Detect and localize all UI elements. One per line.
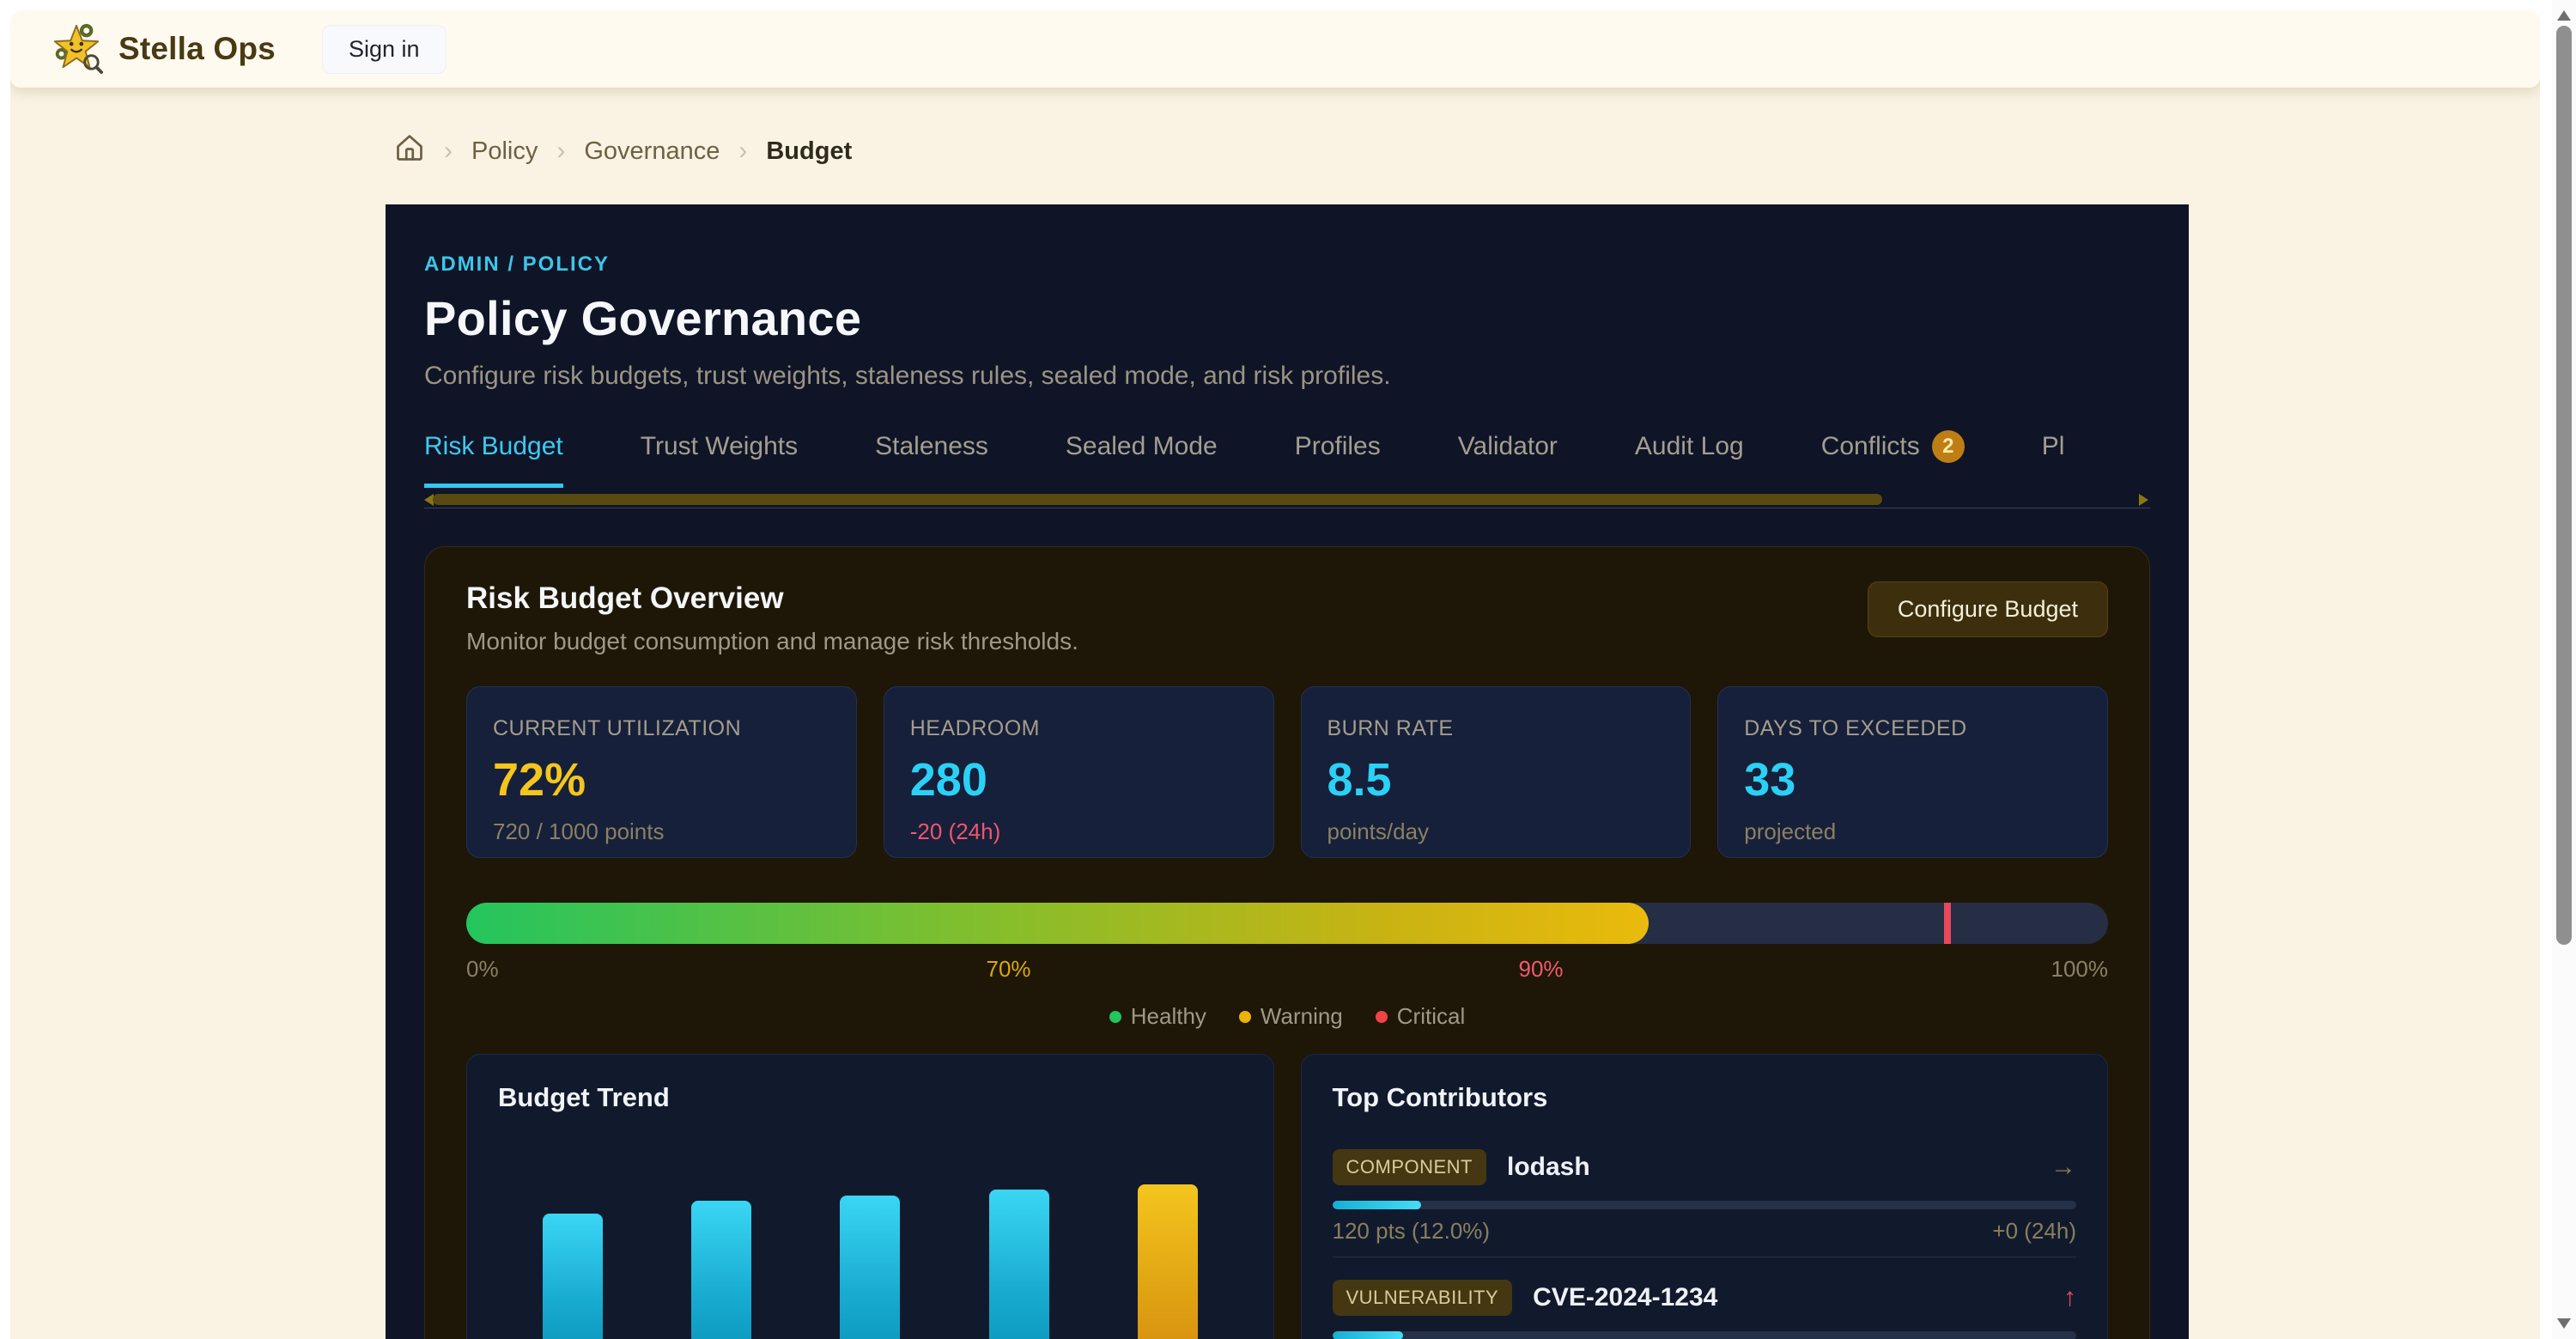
section-eyebrow: ADMIN / POLICY [424, 253, 2150, 277]
contributor-name: CVE-2024-1234 [1533, 1283, 1717, 1312]
tab-profiles[interactable]: Profiles [1295, 430, 1381, 488]
configure-budget-button[interactable]: Configure Budget [1868, 581, 2108, 637]
content-area: › Policy › Governance › Budget ADMIN / P… [10, 132, 2540, 1339]
trend-bar [691, 1201, 751, 1339]
bar-label-90: 90% [1519, 956, 1564, 983]
trend-right-arrow-icon: → [2050, 1153, 2076, 1182]
bar-label-100: 100% [2050, 956, 2108, 983]
healthy-dot-icon [1109, 1011, 1121, 1023]
tab-validator[interactable]: Validator [1458, 430, 1558, 488]
overview-title: Risk Budget Overview [466, 581, 1078, 616]
contributor-bar-fill [1333, 1201, 1422, 1209]
trend-bar [543, 1214, 603, 1339]
chevron-right-icon: › [738, 137, 747, 166]
type-badge: VULNERABILITY [1333, 1280, 1513, 1316]
legend-critical: Critical [1376, 1003, 1465, 1030]
scrollbar-thumb[interactable] [2556, 26, 2572, 945]
top-bar: Stella Ops Sign in [10, 10, 2540, 88]
arrow-up-icon[interactable] [2557, 10, 2571, 21]
legend-warning: Warning [1239, 1003, 1343, 1030]
tab-risk-budget[interactable]: Risk Budget [424, 430, 563, 488]
tabs-horizontal-scrollbar[interactable] [424, 491, 2150, 508]
page-subtitle: Configure risk budgets, trust weights, s… [424, 362, 2150, 391]
budget-trend-chart: 12/1 12/8 12/15 [498, 1158, 1242, 1339]
arrow-down-icon[interactable] [2557, 1318, 2571, 1329]
page-title: Policy Governance [424, 290, 2150, 346]
top-contributors-panel: Top Contributors COMPONENT lodash → [1301, 1054, 2109, 1339]
bar-label-0: 0% [466, 956, 499, 983]
stat-headroom: HEADROOM 280 -20 (24h) [884, 686, 1274, 858]
home-icon[interactable] [394, 132, 425, 170]
chevron-right-icon: › [556, 137, 565, 166]
trend-bar-group: 12/15 [840, 1158, 900, 1339]
sign-in-button[interactable]: Sign in [322, 25, 447, 74]
bar-label-70: 70% [987, 956, 1031, 983]
critical-threshold-marker [1944, 903, 1951, 944]
contributor-row[interactable]: COMPONENT lodash → 120 pts (12.0%) [1333, 1127, 2077, 1257]
stats-row: CURRENT UTILIZATION 72% 720 / 1000 point… [466, 686, 2108, 858]
tab-trust-weights[interactable]: Trust Weights [641, 430, 798, 488]
trend-bar [1138, 1184, 1198, 1339]
trend-up-arrow-icon: ↑ [2063, 1283, 2076, 1312]
budget-trend-panel: Budget Trend 12/1 12/8 [466, 1054, 1274, 1339]
critical-dot-icon [1376, 1011, 1388, 1023]
status-legend: Healthy Warning Critical [466, 1003, 2108, 1030]
tab-sealed-mode[interactable]: Sealed Mode [1066, 430, 1218, 488]
budget-trend-title: Budget Trend [498, 1082, 1242, 1113]
stat-current-utilization: CURRENT UTILIZATION 72% 720 / 1000 point… [466, 686, 857, 858]
policy-governance-panel: ADMIN / POLICY Policy Governance Configu… [386, 204, 2189, 1339]
conflicts-count-badge: 2 [1932, 430, 1965, 463]
overview-header: Risk Budget Overview Monitor budget cons… [466, 581, 2108, 655]
brand[interactable]: Stella Ops [50, 21, 276, 78]
breadcrumb-budget-current: Budget [766, 137, 852, 166]
contributors-list: COMPONENT lodash → 120 pts (12.0%) [1333, 1127, 2077, 1339]
chevron-right-icon: › [444, 137, 453, 166]
contributor-points: 120 pts (12.0%) [1333, 1218, 1491, 1245]
tab-bar: Risk Budget Trust Weights Staleness Seal… [424, 430, 2150, 488]
budget-bar-labels: 0% 70% 90% 100% [466, 956, 2108, 983]
subpanels: Budget Trend 12/1 12/8 [466, 1054, 2108, 1339]
warning-dot-icon [1239, 1011, 1251, 1023]
breadcrumb-policy[interactable]: Policy [471, 137, 538, 166]
tab-conflicts[interactable]: Conflicts 2 [1821, 430, 1965, 488]
overview-subtitle: Monitor budget consumption and manage ri… [466, 628, 1078, 655]
contributor-delta: +0 (24h) [1992, 1218, 2076, 1245]
star-mascot-logo-icon [50, 21, 103, 78]
trend-bar-group: 12/8 [691, 1158, 751, 1339]
trend-bar [989, 1190, 1049, 1339]
breadcrumb-governance[interactable]: Governance [584, 137, 720, 166]
trend-bar [840, 1196, 900, 1339]
budget-utilization-fill [466, 903, 1649, 944]
budget-utilization-bar [466, 903, 2108, 944]
chevron-right-icon[interactable] [2139, 494, 2148, 506]
contributor-name: lodash [1507, 1153, 1590, 1182]
trend-bar-group: 12/1 [543, 1158, 603, 1339]
trend-bar-group: 12/22 [989, 1158, 1049, 1339]
contributor-bar-track [1333, 1331, 2077, 1339]
stat-burn-rate: BURN RATE 8.5 points/day [1301, 686, 1692, 858]
top-contributors-title: Top Contributors [1333, 1082, 2077, 1113]
risk-budget-overview-card: Risk Budget Overview Monitor budget cons… [424, 546, 2150, 1339]
page-vertical-scrollbar[interactable] [2552, 0, 2576, 1339]
tab-staleness[interactable]: Staleness [875, 430, 988, 488]
tab-clipped[interactable]: Pl [2042, 430, 2065, 488]
type-badge: COMPONENT [1333, 1149, 1487, 1185]
trend-bar-group: 12/29 [1138, 1158, 1198, 1339]
contributor-row[interactable]: VULNERABILITY CVE-2024-1234 ↑ 95 pts (9.… [1333, 1257, 2077, 1339]
legend-healthy: Healthy [1109, 1003, 1206, 1030]
breadcrumb: › Policy › Governance › Budget [394, 132, 2540, 170]
contributor-bar-fill [1333, 1331, 1403, 1339]
tabs-scrollbar-thumb[interactable] [433, 494, 1882, 505]
tab-audit-log[interactable]: Audit Log [1635, 430, 1744, 488]
contributor-bar-track [1333, 1201, 2077, 1209]
brand-title: Stella Ops [118, 31, 276, 67]
screen: Stella Ops Sign in › Policy › Governance… [0, 0, 2576, 1339]
page-background: Stella Ops Sign in › Policy › Governance… [10, 10, 2540, 1339]
stat-days-to-exceeded: DAYS TO EXCEEDED 33 projected [1717, 686, 2108, 858]
